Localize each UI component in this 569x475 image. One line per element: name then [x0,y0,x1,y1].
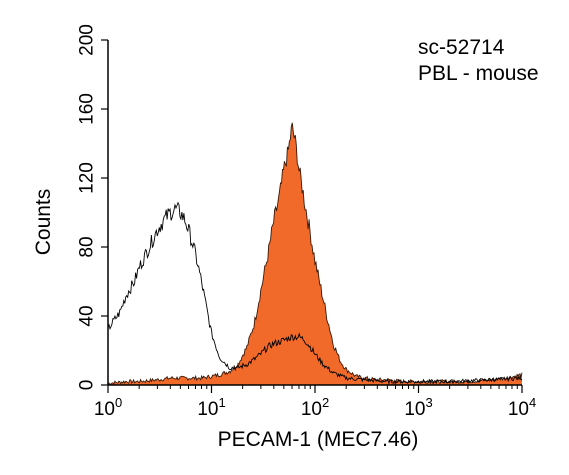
y-tick-label: 160 [77,93,98,125]
x-tick-label: 102 [301,395,329,420]
x-tick-label: 104 [508,395,536,420]
series-0-filled-area [108,122,522,386]
y-tick-label: 200 [77,24,98,56]
ticks: 0 40 80 120 160 200 100 101 102 103 104 [77,24,537,420]
y-tick-label: 40 [77,305,98,326]
x-tick-label: 101 [197,395,225,420]
x-axis-title: PECAM-1 (MEC7.46) [218,428,419,451]
annotation-sample-id: sc-52714 [418,36,505,59]
x-tick-label: 100 [94,395,122,420]
y-tick-label: 120 [77,162,98,194]
x-tick-label: 103 [404,395,432,420]
series-1-outline-line [107,201,523,385]
annotation-sample-type: PBL - mouse [418,62,539,85]
y-axis-title: Counts [32,189,55,256]
plot-area [107,122,523,386]
y-tick-label: 80 [77,236,98,257]
y-tick-label: 0 [77,380,98,391]
